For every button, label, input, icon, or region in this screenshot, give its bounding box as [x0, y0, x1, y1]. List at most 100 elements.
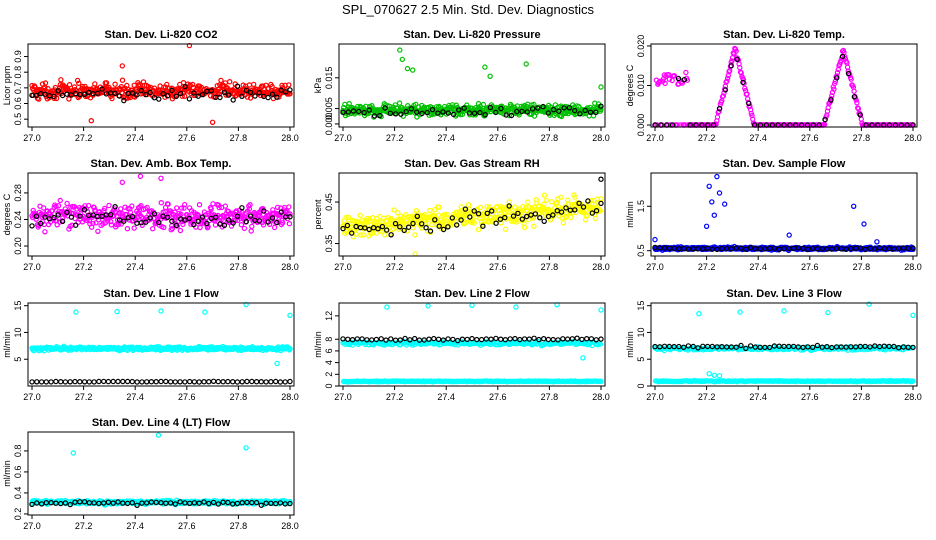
point-subset	[221, 89, 228, 96]
point-all	[42, 80, 49, 86]
point-all	[598, 307, 604, 313]
point-subset	[269, 91, 276, 97]
point-all	[346, 100, 352, 107]
point-all	[187, 82, 193, 88]
point-all	[733, 48, 739, 54]
point-all	[834, 69, 841, 76]
point-all	[382, 231, 388, 238]
point-all	[404, 65, 411, 72]
y-tick-label: 12	[324, 311, 334, 321]
point-subset	[728, 63, 734, 69]
y-tick-label: 0.20	[13, 237, 23, 255]
point-subset	[493, 335, 499, 342]
data-points	[29, 301, 293, 385]
point-subset	[493, 109, 499, 116]
point-subset	[177, 90, 184, 97]
point-subset	[225, 378, 231, 385]
x-tick-label: 27.2	[386, 262, 404, 272]
point-all	[244, 94, 251, 100]
point-all	[355, 103, 361, 110]
point-subset	[160, 91, 166, 97]
point-subset	[287, 378, 293, 385]
x-tick-label: 27.0	[646, 262, 664, 272]
point-all	[178, 205, 185, 211]
point-all	[86, 217, 93, 224]
point-all	[703, 223, 710, 229]
point-all	[560, 220, 567, 226]
point-all	[286, 204, 292, 210]
point-subset	[68, 214, 75, 220]
point-all	[465, 201, 472, 208]
x-tick-label: 28.0	[592, 133, 610, 143]
y-tick-label: 15	[13, 301, 23, 311]
point-all	[149, 225, 156, 232]
point-all	[711, 372, 718, 378]
point-subset	[361, 109, 367, 116]
x-tick-label: 27.6	[801, 133, 819, 143]
point-all	[186, 212, 192, 219]
point-all	[851, 203, 857, 209]
point-subset	[77, 379, 83, 385]
point-subset	[217, 94, 223, 101]
point-all	[713, 121, 719, 127]
y-axis: 0.50.60.70.80.9	[13, 50, 28, 125]
plot-frame	[338, 43, 606, 128]
point-all	[709, 199, 715, 205]
y-tick-label: 8	[324, 337, 334, 342]
y-tick-label: 10	[636, 327, 646, 337]
point-all	[53, 203, 59, 210]
y-axis-label: Licor ppm	[2, 66, 12, 106]
x-tick-label: 27.8	[230, 392, 248, 402]
y-tick-label: 0.020	[636, 35, 646, 58]
x-tick-label: 27.4	[749, 133, 767, 143]
point-all	[502, 226, 509, 232]
point-all	[580, 355, 586, 361]
y-tick-label: 0.9	[13, 50, 23, 63]
point-subset	[378, 336, 384, 342]
y-tick-label: 0.45	[324, 193, 334, 211]
point-subset	[471, 110, 478, 116]
point-subset	[81, 379, 88, 385]
x-tick-label: 27.6	[489, 262, 507, 272]
point-subset	[100, 378, 107, 385]
point-subset	[43, 379, 50, 385]
point-subset	[572, 107, 578, 114]
x-tick-label: 27.2	[386, 392, 404, 402]
panel-title: Stan. Dev. Line 2 Flow	[414, 288, 530, 300]
y-axis: 0.51.5	[636, 200, 651, 257]
x-tick-label: 27.0	[646, 392, 664, 402]
x-tick-label: 27.0	[23, 133, 41, 143]
point-all	[276, 94, 282, 100]
x-axis: 27.0 27.2 27.4 27.6 27.8 28.0	[334, 127, 610, 143]
point-all	[260, 83, 266, 89]
point-subset	[55, 88, 61, 94]
point-subset	[51, 214, 57, 221]
point-all	[874, 239, 880, 245]
x-tick-label: 27.6	[178, 392, 196, 402]
point-subset	[148, 379, 155, 385]
point-all	[287, 211, 293, 217]
point-all	[177, 227, 184, 234]
point-all	[413, 101, 419, 108]
point-all	[286, 220, 293, 227]
x-axis: 27.0 27.2 27.4 27.6 27.8 28.0	[646, 386, 922, 402]
point-all	[854, 99, 860, 106]
point-all	[222, 203, 228, 209]
point-subset	[424, 109, 430, 116]
point-subset	[740, 79, 746, 86]
x-tick-label: 27.8	[853, 133, 871, 143]
point-subset	[469, 335, 475, 342]
point-all	[181, 205, 187, 211]
y-axis-label: ml/min	[2, 331, 12, 358]
x-tick-label: 27.2	[698, 133, 716, 143]
point-all	[671, 73, 678, 79]
point-all	[525, 199, 531, 205]
point-all	[178, 211, 184, 217]
point-subset	[256, 89, 263, 96]
x-tick-label: 27.2	[698, 392, 716, 402]
point-subset	[196, 379, 202, 385]
